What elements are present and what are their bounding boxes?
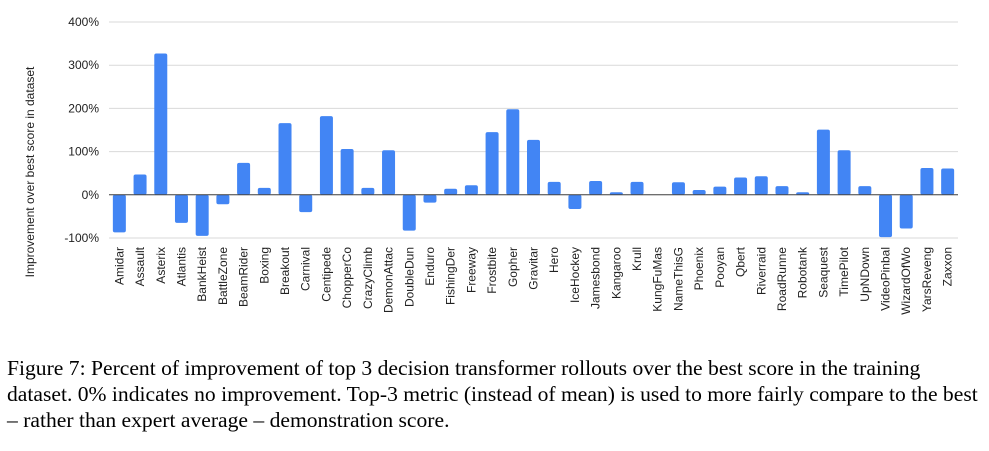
bar-doubledun — [402, 194, 416, 231]
x-tick-label: Centipede — [319, 247, 333, 302]
x-tick-label: WizardOfWo — [899, 247, 913, 315]
x-tick-label: Krull — [630, 247, 644, 271]
x-tick-label: Asterix — [154, 247, 168, 284]
bar-roadrunne — [775, 186, 789, 195]
y-tick-label: 400% — [68, 15, 99, 29]
bar-hero — [547, 181, 561, 195]
gridlines — [109, 21, 958, 239]
x-tick-label: Gravitar — [527, 247, 541, 290]
x-tick-label: NameThisG — [671, 247, 685, 311]
x-tick-label: BeamRider — [237, 247, 251, 307]
bar-enduro — [423, 194, 437, 203]
y-tick-label: 200% — [68, 101, 99, 115]
x-tick-label: YarsReveng — [920, 247, 934, 312]
bar-videopinbal — [879, 194, 893, 238]
bar-wizardofwo — [899, 194, 913, 229]
bar-chart: -100% 0% 100% 200% 300% 400% Amidar Assault Ast… — [23, 15, 958, 315]
bar-upndown — [858, 186, 872, 195]
bar-phoenix — [692, 190, 706, 195]
bar-yarsreveng — [920, 168, 934, 195]
bar-atlantis — [174, 194, 188, 223]
y-axis-title: Improvement over best score in dataset — [23, 66, 37, 277]
bar-asterix — [154, 53, 168, 195]
x-tick-label: BankHeist — [195, 246, 209, 301]
x-tick-label: Robotank — [796, 246, 810, 298]
x-tick-label: BattleZone — [216, 247, 230, 305]
bar-frostbite — [485, 132, 499, 195]
x-tick-label: Amidar — [112, 247, 126, 285]
x-tick-label: IceHockey — [568, 247, 582, 303]
x-tick-label: Kangaroo — [609, 247, 623, 299]
x-tick-label: ChopperCo — [340, 247, 354, 309]
x-tick-label: DoubleDun — [402, 247, 416, 307]
x-tick-label: Seaquest — [816, 246, 830, 297]
bar-kangaroo — [609, 192, 623, 195]
bar-jamesbond — [589, 180, 603, 195]
x-tick-label: Boxing — [257, 247, 271, 284]
bar-crazyclimb — [361, 187, 375, 195]
bar-demonattac — [382, 150, 396, 195]
x-tick-label: DemonAttac — [382, 247, 396, 313]
x-tick-label: TimePilot — [837, 246, 851, 296]
bar-fishingder — [444, 188, 458, 195]
x-tick-label: Gopher — [506, 247, 520, 287]
figure-caption: Figure 7: Percent of improvement of top … — [7, 356, 978, 432]
bar-amidar — [112, 194, 126, 233]
y-tick-label: 0% — [82, 188, 100, 202]
x-tick-label: Enduro — [423, 247, 437, 286]
x-tick-label: Atlantis — [174, 247, 188, 286]
bar-beamrider — [237, 162, 251, 195]
bars — [112, 53, 955, 238]
bar-robotank — [796, 192, 810, 195]
x-tick-label: Assault — [133, 246, 147, 286]
x-tick-label: Riverraid — [754, 247, 768, 295]
x-tick-label: VideoPinbal — [879, 247, 893, 311]
bar-gravitar — [527, 139, 540, 195]
y-tick-label: -100% — [64, 231, 99, 245]
bar-centipede — [319, 116, 333, 195]
bar-zaxxon — [941, 168, 955, 195]
bar-battlezone — [216, 194, 230, 205]
bar-carnival — [299, 194, 313, 213]
x-tick-label: Breakout — [278, 246, 292, 295]
bar-namethisg — [671, 182, 685, 195]
y-tick-label: 300% — [68, 58, 99, 72]
bar-freeway — [464, 185, 478, 195]
x-tick-label: UpNDown — [858, 247, 872, 302]
bar-boxing — [257, 187, 271, 195]
x-tick-label: Phoenix — [692, 247, 706, 290]
bar-assault — [133, 174, 147, 195]
bar-qbert — [734, 177, 748, 195]
bar-pooyan — [713, 186, 727, 195]
bar-timepilot — [837, 150, 851, 195]
bar-krull — [630, 181, 644, 195]
x-tick-label: KungFuMas — [651, 247, 665, 312]
x-tick-label: Jamesbond — [589, 247, 603, 309]
x-tick-label: Pooyan — [713, 247, 727, 288]
bar-breakout — [278, 123, 292, 195]
x-tick-label: Hero — [547, 247, 561, 273]
y-tick-label: 100% — [68, 145, 99, 159]
bar-icehockey — [568, 194, 582, 210]
x-tick-label: CrazyClimb — [361, 247, 375, 309]
x-axis-ticks: Amidar Assault Asterix Atlantis BankHeist Bat… — [112, 246, 954, 315]
bar-seaquest — [816, 129, 830, 195]
x-tick-label: Carnival — [299, 247, 313, 291]
x-tick-label: FishingDer — [444, 247, 458, 305]
x-tick-label: Zaxxon — [941, 247, 955, 286]
x-tick-label: Freeway — [464, 247, 478, 293]
y-axis-ticks: -100% 0% 100% 200% 300% 400% — [64, 15, 99, 245]
bar-riverraid — [754, 176, 768, 195]
bar-bankheist — [195, 194, 209, 236]
x-tick-label: RoadRunne — [775, 247, 789, 311]
x-tick-label: Qbert — [734, 246, 748, 277]
bar-chopperco — [340, 149, 354, 195]
x-tick-label: Frostbite — [485, 247, 499, 294]
bar-gopher — [506, 109, 520, 195]
